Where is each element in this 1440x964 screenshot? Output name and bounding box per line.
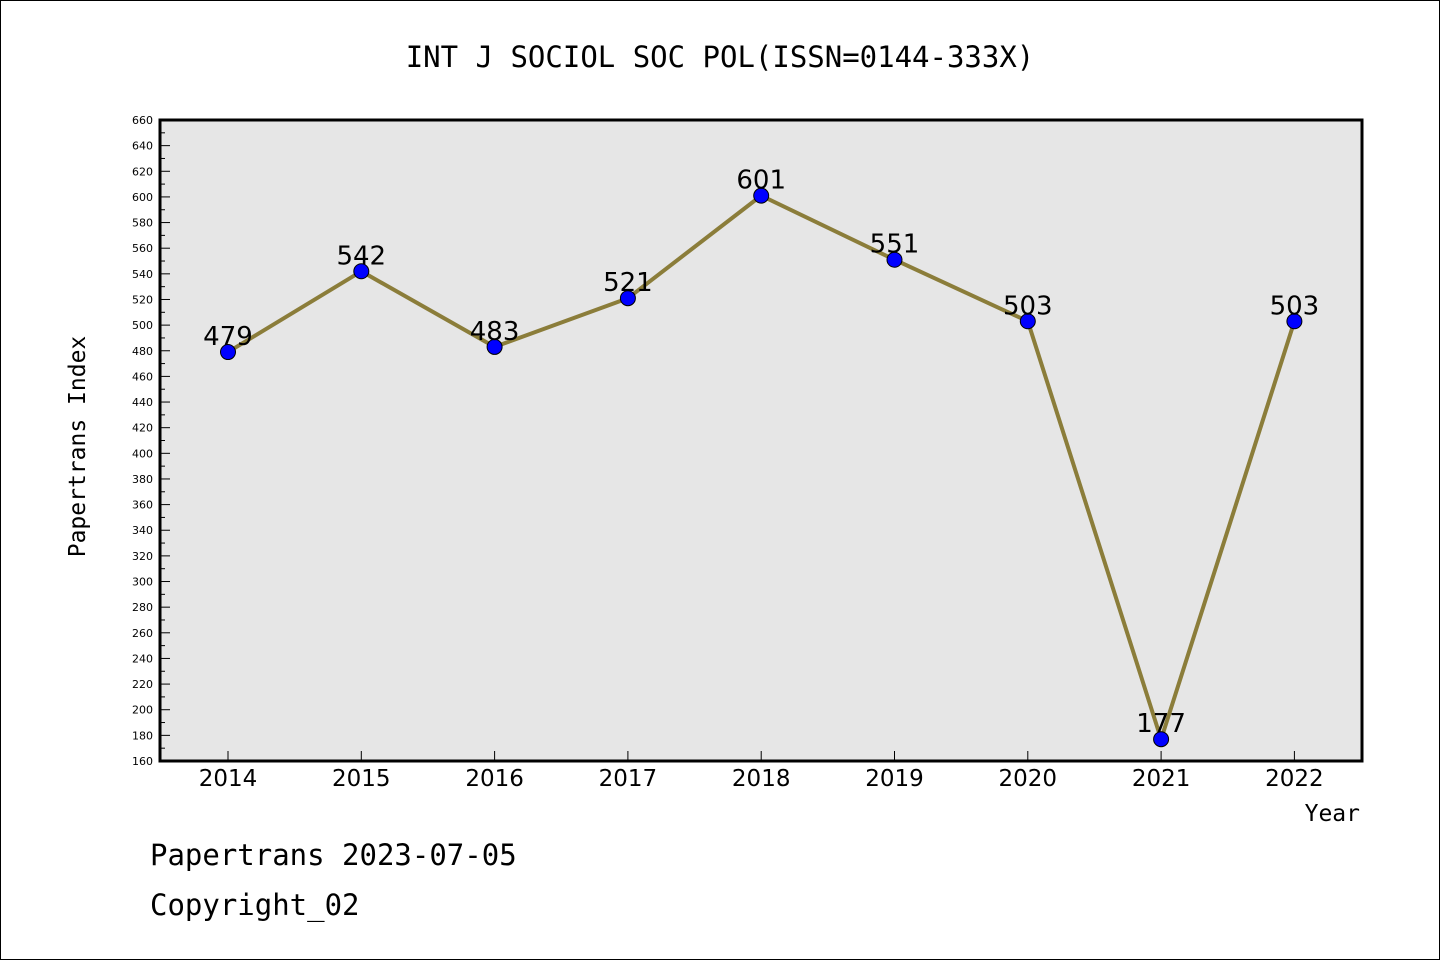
x-tick-label: 2017 (599, 766, 658, 792)
y-tick-label: 240 (132, 652, 153, 665)
data-point (353, 263, 370, 280)
y-tick-label: 200 (132, 704, 153, 717)
data-label: 521 (603, 268, 653, 298)
data-label: 479 (203, 322, 253, 352)
y-axis: 160 180 200 220 240 260 280 300 320 340 360 380 400 4… (132, 114, 170, 768)
y-tick-label: 600 (132, 191, 153, 204)
y-tick-label: 480 (132, 345, 153, 358)
y-tick-label: 220 (132, 678, 153, 691)
y-tick-label: 320 (132, 550, 153, 563)
y-tick-label: 580 (132, 217, 153, 230)
y-tick-label: 420 (132, 422, 153, 435)
x-tick-label: 2018 (732, 766, 791, 792)
y-tick-label: 380 (132, 473, 153, 486)
data-point (1153, 731, 1170, 748)
x-tick-label: 2020 (999, 766, 1058, 792)
data-point (486, 338, 503, 355)
x-axis: 2014 2015 2016 2017 2018 2019 2020 2021 2022 (199, 751, 1324, 792)
y-axis-label: Papertrans Index (65, 336, 91, 558)
footer-copyright: Copyright_02 (150, 888, 360, 923)
x-tick-label: 2016 (465, 766, 524, 792)
y-tick-label: 280 (132, 601, 153, 614)
y-tick-label: 660 (132, 114, 153, 127)
data-point (1286, 313, 1303, 330)
footer-date: Papertrans 2023-07-05 (150, 838, 517, 872)
x-tick-label: 2021 (1132, 766, 1191, 792)
y-tick-label: 500 (132, 319, 153, 332)
y-tick-label: 640 (132, 140, 153, 153)
data-label: 503 (1270, 291, 1320, 321)
y-tick-label: 520 (132, 293, 153, 306)
data-point (1019, 313, 1036, 330)
data-label: 551 (870, 230, 920, 260)
data-label: 542 (336, 241, 386, 271)
y-tick-label: 560 (132, 242, 153, 255)
y-tick-label: 440 (132, 396, 153, 409)
y-tick-label: 360 (132, 499, 153, 512)
chart-title: INT J SOCIOL SOC POL(ISSN=0144-333X) (406, 40, 1035, 74)
x-axis-label: Year (1305, 801, 1360, 827)
data-point (886, 251, 903, 268)
x-tick-label: 2022 (1265, 766, 1324, 792)
plot-area (158, 118, 1364, 763)
y-tick-label: 340 (132, 524, 153, 537)
data-point (619, 290, 636, 307)
y-tick-label: 260 (132, 627, 153, 640)
series-layer: 479 542 483 521 601 551 503 177 503 (203, 166, 1320, 748)
y-tick-label: 620 (132, 165, 153, 178)
x-tick-label: 2019 (865, 766, 924, 792)
data-label: 503 (1003, 291, 1053, 321)
y-tick-label: 300 (132, 576, 153, 589)
data-label: 483 (470, 317, 520, 347)
y-tick-label: 180 (132, 729, 153, 742)
data-point (220, 344, 236, 361)
data-point (753, 187, 770, 204)
y-tick-label: 460 (132, 370, 153, 383)
y-tick-label: 540 (132, 268, 153, 281)
y-tick-label: 160 (132, 755, 153, 768)
data-label: 601 (736, 166, 786, 196)
x-tick-label: 2015 (332, 766, 391, 792)
x-tick-label: 2014 (199, 766, 258, 792)
data-label: 177 (1136, 709, 1186, 739)
y-tick-label: 400 (132, 447, 153, 460)
